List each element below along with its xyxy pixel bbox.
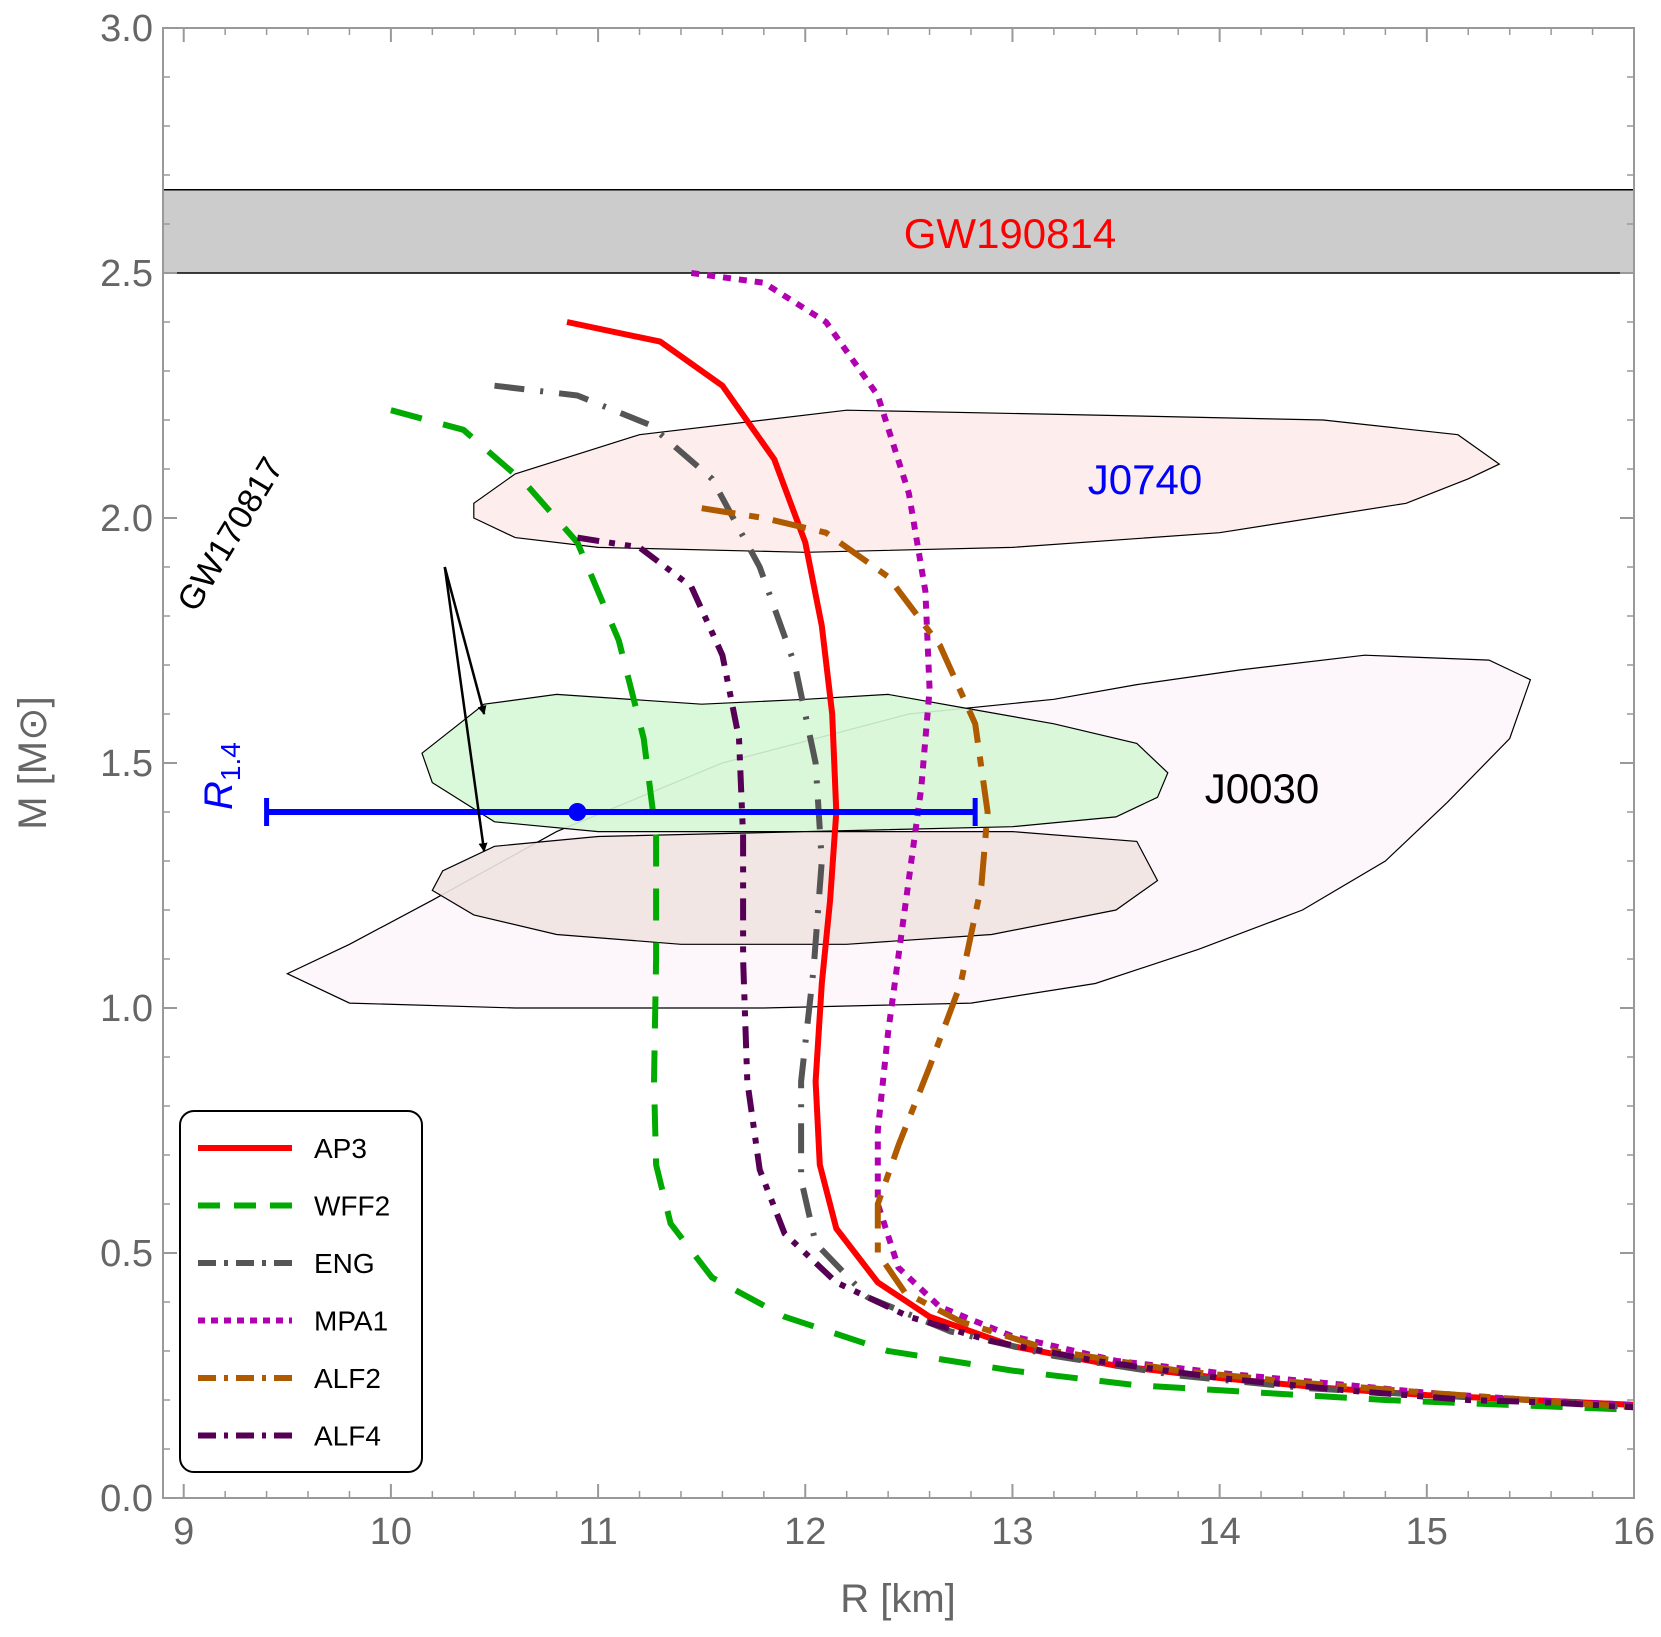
r14-label-subscript: 1.4 (215, 742, 246, 781)
axis-ticks-layer: 9 10 11 12 13 14 15 16 0.0 0.5 1.0 1.5 2.0 2.5 3.0 (100, 8, 1655, 1553)
legend-label-alf2: ALF2 (314, 1363, 381, 1394)
r14-errorbar-center (568, 803, 587, 821)
legend-label-ap3: AP3 (314, 1133, 367, 1164)
y-tick-label-0.0: 0.0 (100, 1478, 153, 1520)
y-axis-title: M [M⊙] (11, 696, 55, 830)
eos-curves-layer (390, 270, 1634, 1413)
r14-label: R1.4 (197, 742, 246, 810)
r14-label-main: R (197, 781, 241, 810)
x-tick-label-11: 11 (578, 1511, 617, 1553)
legend-items: AP3 WFF2 ENG MPA1 ALF2 ALF4 (198, 1133, 390, 1452)
x-axis-title: R [km] (840, 1577, 956, 1621)
x-tick-label-13: 13 (991, 1511, 1033, 1553)
curve-eng (494, 382, 1634, 1411)
gw170817-upper-region (421, 693, 1169, 833)
curve-alf2 (701, 505, 1634, 1411)
gw170817-arrow-1 (443, 566, 487, 715)
curve-alf4 (576, 534, 1634, 1411)
legend: AP3 WFF2 ENG MPA1 ALF2 ALF4 (179, 1110, 423, 1473)
j0030-label: J0030 (1205, 765, 1319, 812)
legend-box (179, 1110, 423, 1473)
gw170817-lower-region (431, 831, 1159, 945)
y-tick-label-0.5: 0.5 (100, 1233, 153, 1275)
legend-label-alf4: ALF4 (314, 1421, 381, 1452)
x-tick-label-10: 10 (370, 1511, 412, 1553)
y-tick-label-3.0: 3.0 (100, 8, 153, 50)
x-tick-label-12: 12 (784, 1511, 826, 1553)
curve-mpa1 (690, 270, 1634, 1408)
y-tick-label-1.5: 1.5 (100, 743, 153, 785)
gw190814-band-layer (163, 188, 1634, 274)
y-tick-label-2.5: 2.5 (100, 253, 153, 295)
gw170817-arrows-layer (443, 566, 488, 853)
gw190814-band (163, 189, 1634, 273)
y-tick-label-2.0: 2.0 (100, 498, 153, 540)
j0740-label: J0740 (1088, 456, 1202, 503)
legend-label-mpa1: MPA1 (314, 1306, 388, 1337)
x-tick-label-14: 14 (1198, 1511, 1240, 1553)
band-label: GW190814 (904, 210, 1116, 257)
gw170817-arrow-2 (443, 566, 488, 853)
x-tick-label-15: 15 (1406, 1511, 1448, 1553)
legend-label-eng: ENG (314, 1248, 375, 1279)
x-tick-label-9: 9 (173, 1511, 194, 1553)
r14-errorbar-layer (264, 798, 978, 826)
x-tick-label-16: 16 (1613, 1511, 1655, 1553)
legend-label-wff2: WFF2 (314, 1191, 390, 1222)
y-tick-label-1.0: 1.0 (100, 988, 153, 1030)
